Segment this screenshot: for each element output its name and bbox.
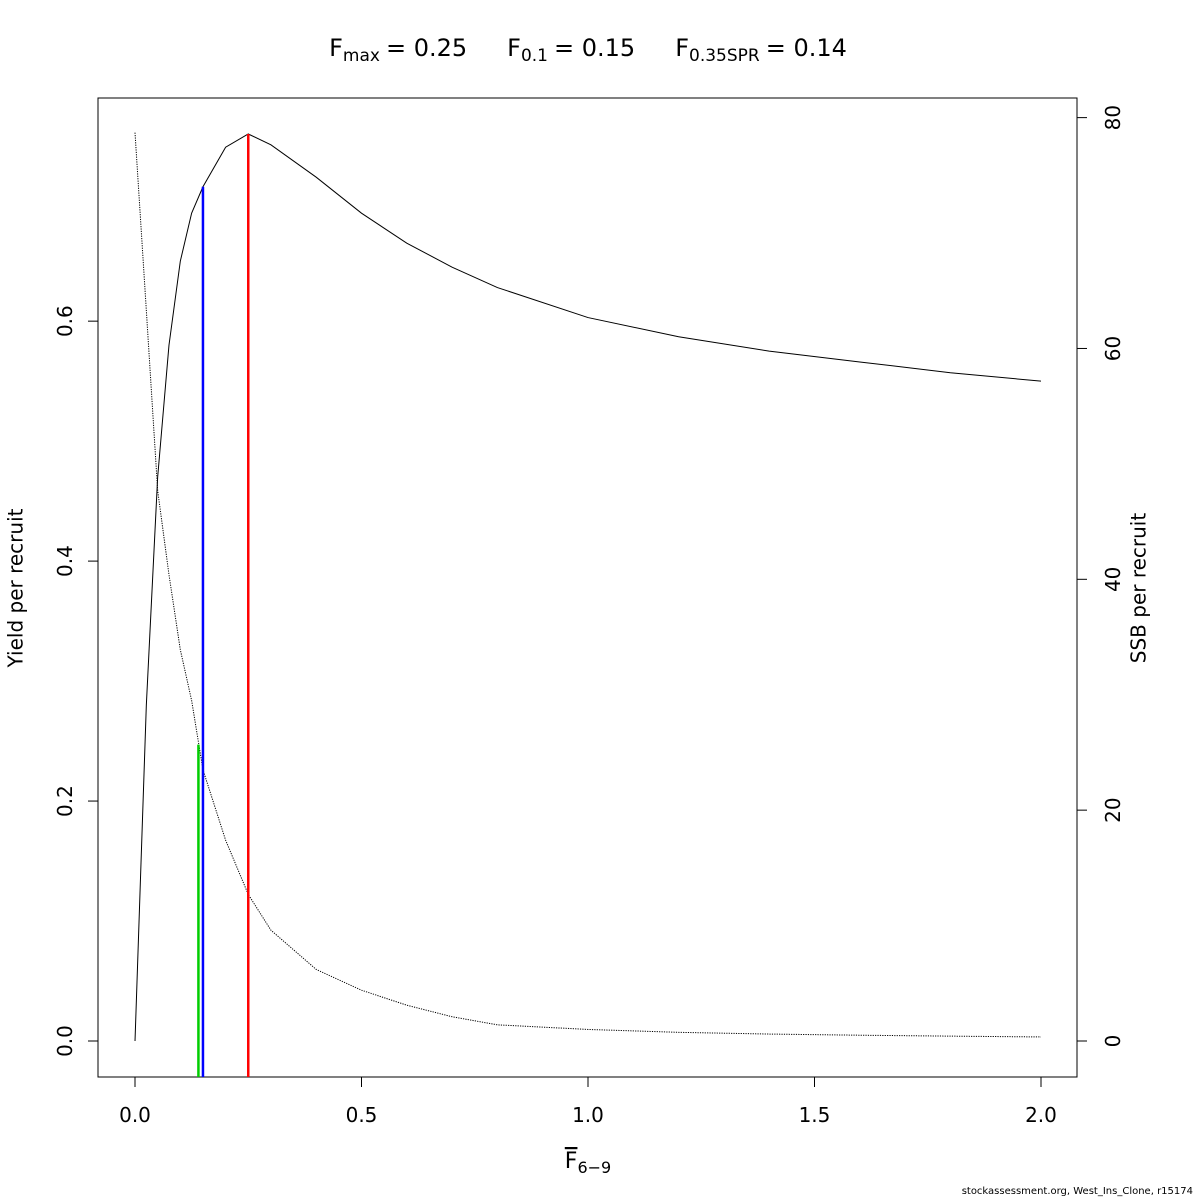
- title-symbol: F: [675, 34, 689, 62]
- x-tick-label: 0.5: [346, 1103, 378, 1127]
- y2-tick-label: 40: [1101, 567, 1125, 592]
- series-line: [134, 132, 1041, 1038]
- footer: stockassessment.org, West_Ins_Clone, r15…: [962, 1186, 1193, 1197]
- title-subscript: 0.1: [521, 46, 548, 66]
- y2-axis-label: SSB per recruit: [1127, 513, 1151, 664]
- title-subscript: max: [343, 46, 380, 66]
- y-tick-label: 0.4: [53, 545, 77, 577]
- title-value: = 0.15: [554, 34, 635, 62]
- y2-tick-label: 20: [1101, 797, 1125, 822]
- x-tick-label: 0.0: [119, 1103, 151, 1127]
- y2-tick-label: 60: [1101, 336, 1125, 361]
- series-line: [134, 133, 1042, 1042]
- plot-box: [97, 97, 1078, 1078]
- y-tick-label: 0.2: [53, 785, 77, 817]
- title-symbol: F: [329, 34, 343, 62]
- y-axis-label: Yield per recruit: [4, 508, 28, 668]
- x-label-subscript: 6−9: [577, 1158, 611, 1177]
- x-tick-label: 1.5: [799, 1103, 831, 1127]
- y2-tick-label: 0: [1101, 1035, 1125, 1048]
- x-tick-label: 2.0: [1025, 1103, 1057, 1127]
- title-value: = 0.25: [386, 34, 467, 62]
- y2-tick-label: 80: [1101, 105, 1125, 130]
- x-label-symbol: F: [565, 1149, 578, 1174]
- chart-title: Fmax = 0.25 F0.1 = 0.15 F0.35SPR = 0.14: [329, 34, 847, 66]
- y-tick-label: 0.6: [53, 305, 77, 337]
- title-subscript: 0.35SPR: [689, 46, 760, 66]
- title-value: = 0.14: [766, 34, 847, 62]
- title-symbol: F: [507, 34, 521, 62]
- y-tick-label: 0.0: [53, 1025, 77, 1057]
- x-axis-label: F6−9: [565, 1149, 611, 1177]
- x-tick-label: 1.0: [572, 1103, 604, 1127]
